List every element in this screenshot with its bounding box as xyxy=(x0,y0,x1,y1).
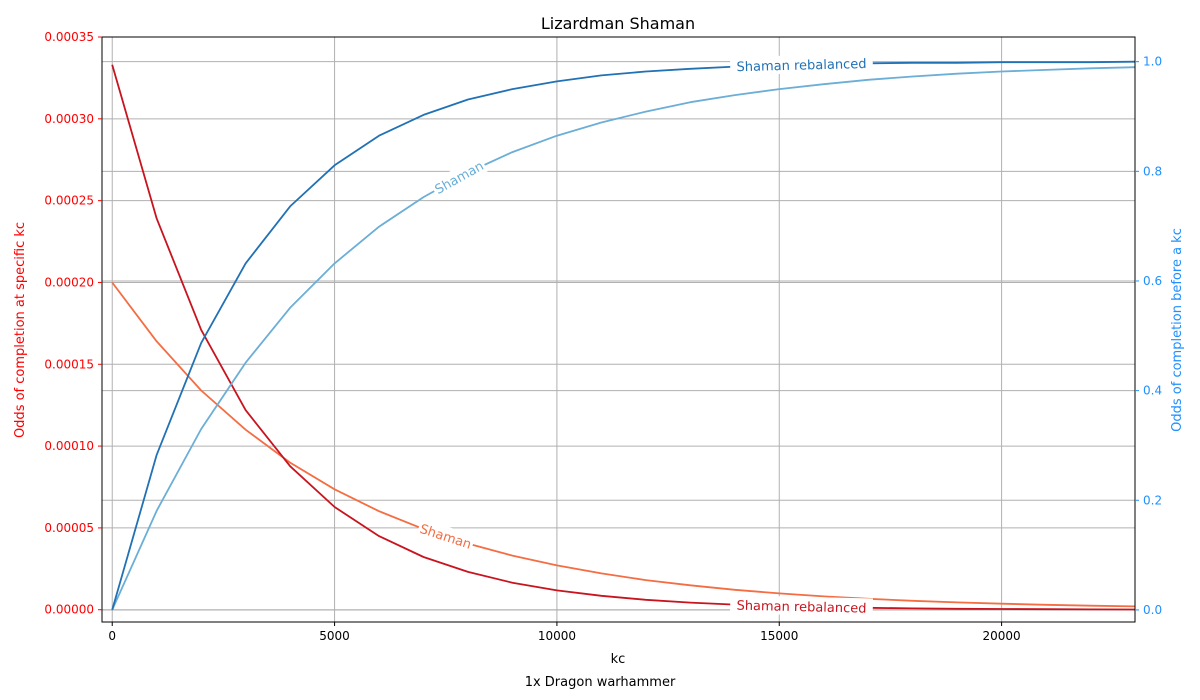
inline-label-backing xyxy=(730,595,874,617)
x-tick-label: 20000 xyxy=(983,629,1021,643)
shaman-rebalanced-cdf-line xyxy=(111,60,1136,611)
inline-label-group: Shaman rebalanced xyxy=(729,53,873,76)
x-tick-label: 0 xyxy=(108,629,116,643)
right-y-tick-label: 0.6 xyxy=(1143,274,1162,288)
inline-series-label: Shaman rebalanced xyxy=(736,599,866,617)
plot-frame xyxy=(101,36,1136,623)
inline-label-backing xyxy=(416,518,476,554)
left-y-tick-label: 0.00020 xyxy=(44,275,94,289)
x-tick-label: 5000 xyxy=(319,629,350,643)
right-y-tick-label: 0.0 xyxy=(1143,603,1162,617)
figure-footer-text: 1x Dragon warhammer xyxy=(525,675,676,690)
x-tick-label: 15000 xyxy=(760,629,798,643)
inline-label-backing xyxy=(429,155,489,199)
left-y-tick-label: 0.00035 xyxy=(44,30,94,44)
left-y-tick-label: 0.00000 xyxy=(44,603,94,617)
left-y-tick-label: 0.00005 xyxy=(44,521,94,535)
left-y-tick-label: 0.00030 xyxy=(44,112,94,126)
left-y-axis-label: Odds of completion at specific kc xyxy=(13,222,28,438)
shaman-cdf-line xyxy=(111,66,1136,611)
x-tick-label: 10000 xyxy=(538,629,576,643)
left-y-tick-label: 0.00025 xyxy=(44,194,94,208)
right-y-tick-label: 1.0 xyxy=(1143,55,1162,69)
chart-title: Lizardman Shaman xyxy=(541,14,695,33)
inline-label-group: Shaman rebalanced xyxy=(730,595,874,617)
axes: 0 5000 10000 15000 20000 0.00000 0.00005 0.0001… xyxy=(44,30,1162,643)
series-lines xyxy=(111,60,1136,611)
right-y-tick-label: 0.2 xyxy=(1143,493,1162,507)
inline-label-backing xyxy=(729,53,873,76)
right-y-tick-label: 0.8 xyxy=(1143,164,1162,178)
x-axis-label: kc xyxy=(611,652,626,667)
right-y-tick-label: 0.4 xyxy=(1143,384,1162,398)
right-y-axis-label: Odds of completion before a kc xyxy=(1170,228,1185,432)
shaman-rebalanced-pmf-line xyxy=(111,64,1136,611)
left-y-tick-label: 0.00015 xyxy=(44,357,94,371)
inline-series-label: Shaman rebalanced xyxy=(736,57,866,75)
left-y-tick-label: 0.00010 xyxy=(44,439,94,453)
